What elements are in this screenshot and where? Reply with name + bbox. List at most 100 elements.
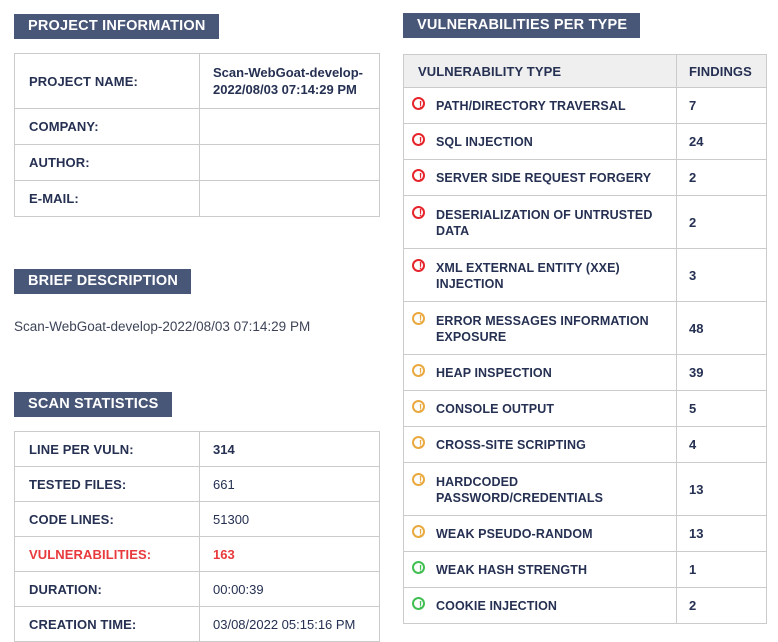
- vulnerability-type-cell: COOKIE INJECTION: [403, 587, 677, 624]
- vulnerability-type-cell: HARDCODED PASSWORD/CREDENTIALS: [403, 462, 677, 516]
- vulnerability-type-content: COOKIE INJECTION: [412, 597, 660, 614]
- vulnerability-type-content: CROSS-SITE SCRIPTING: [412, 436, 660, 453]
- left-column: PROJECT INFORMATION PROJECT NAME: Scan-We…: [14, 14, 380, 642]
- vulnerability-type-cell: WEAK HASH STRENGTH: [403, 551, 677, 588]
- table-row: PATH/DIRECTORY TRAVERSAL 7: [403, 87, 767, 124]
- vulnerability-type-label: XML EXTERNAL ENTITY (XXE) INJECTION: [436, 260, 620, 291]
- vulnerability-type-label: COOKIE INJECTION: [436, 599, 558, 613]
- section-title-brief-description: BRIEF DESCRIPTION: [14, 269, 192, 294]
- vulnerability-type-label: SERVER SIDE REQUEST FORGERY: [436, 171, 652, 185]
- vulnerability-type-cell: PATH/DIRECTORY TRAVERSAL: [403, 87, 677, 124]
- table-row: CONSOLE OUTPUT 5: [403, 390, 767, 427]
- vulnerability-type-label: WEAK HASH STRENGTH: [436, 563, 588, 577]
- row-value: 661: [199, 466, 380, 502]
- table-row: DESERIALIZATION OF UNTRUSTED DATA 2: [403, 195, 767, 249]
- vulnerability-type-content: XML EXTERNAL ENTITY (XXE) INJECTION: [412, 258, 660, 292]
- table-row: WEAK HASH STRENGTH 1: [403, 551, 767, 588]
- vulnerability-type-content: DESERIALIZATION OF UNTRUSTED DATA: [412, 205, 660, 239]
- row-label: CODE LINES:: [14, 501, 200, 537]
- findings-count: 24: [676, 123, 767, 160]
- table-row: DURATION: 00:00:39: [14, 571, 380, 607]
- exclamation-circle-icon: [412, 311, 427, 327]
- row-label: TESTED FILES:: [14, 466, 200, 502]
- table-row: CREATION TIME: 03/08/2022 05:15:16 PM: [14, 606, 380, 642]
- vulnerability-type-label: PATH/DIRECTORY TRAVERSAL: [436, 99, 626, 113]
- vulnerability-type-label: HARDCODED PASSWORD/CREDENTIALS: [436, 474, 604, 505]
- vulnerability-type-content: HARDCODED PASSWORD/CREDENTIALS: [412, 472, 660, 506]
- exclamation-circle-icon: [412, 133, 427, 148]
- vulnerability-type-content: SQL INJECTION: [412, 133, 660, 150]
- vulnerabilities-table: VULNERABILITY TYPE FINDINGS PATH/DIRECTO…: [403, 54, 767, 624]
- table-row: TESTED FILES: 661: [14, 466, 380, 502]
- findings-count: 39: [676, 354, 767, 391]
- row-label: PROJECT NAME:: [14, 53, 200, 109]
- row-value: [199, 108, 380, 145]
- vulnerability-type-cell: SERVER SIDE REQUEST FORGERY: [403, 159, 677, 196]
- project-info-table: PROJECT NAME: Scan-WebGoat-develop-2022/0…: [14, 53, 380, 217]
- table-row: LINE PER VULN: 314: [14, 431, 380, 467]
- vulnerability-type-label: HEAP INSPECTION: [436, 366, 552, 380]
- vulnerability-type-content: WEAK PSEUDO-RANDOM: [412, 525, 660, 542]
- table-row: SQL INJECTION 24: [403, 123, 767, 160]
- table-row: CROSS-SITE SCRIPTING 4: [403, 426, 767, 463]
- vulnerability-type-label: CROSS-SITE SCRIPTING: [436, 438, 586, 452]
- vulnerability-type-cell: CONSOLE OUTPUT: [403, 390, 677, 427]
- vulnerability-type-content: CONSOLE OUTPUT: [412, 400, 660, 417]
- row-value: [199, 144, 380, 181]
- row-value: 00:00:39: [199, 571, 380, 607]
- vulnerabilities-table-header-row: VULNERABILITY TYPE FINDINGS: [403, 54, 767, 88]
- row-label: E-MAIL:: [14, 180, 200, 217]
- vulnerabilities-table-body: PATH/DIRECTORY TRAVERSAL7SQL INJECTION24…: [403, 87, 767, 624]
- exclamation-circle-icon: [412, 400, 427, 415]
- table-row: COOKIE INJECTION 2: [403, 587, 767, 624]
- vulnerability-type-content: WEAK HASH STRENGTH: [412, 561, 660, 578]
- vulnerability-type-content: HEAP INSPECTION: [412, 364, 660, 381]
- table-row: ERROR MESSAGES INFORMATION EXPOSURE 48: [403, 301, 767, 355]
- table-row: E-MAIL:: [14, 180, 380, 217]
- findings-count: 2: [676, 587, 767, 624]
- row-label: AUTHOR:: [14, 144, 200, 181]
- section-title-scan-statistics: SCAN STATISTICS: [14, 392, 172, 417]
- vulnerability-type-cell: CROSS-SITE SCRIPTING: [403, 426, 677, 463]
- findings-count: 2: [676, 195, 767, 249]
- column-header-vulnerability-type: VULNERABILITY TYPE: [403, 54, 677, 88]
- vulnerability-type-content: PATH/DIRECTORY TRAVERSAL: [412, 97, 660, 114]
- findings-count: 48: [676, 301, 767, 355]
- findings-count: 3: [676, 248, 767, 302]
- row-label: VULNERABILITIES:: [14, 536, 200, 572]
- table-row: WEAK PSEUDO-RANDOM 13: [403, 515, 767, 552]
- row-label: COMPANY:: [14, 108, 200, 145]
- table-row: HEAP INSPECTION 39: [403, 354, 767, 391]
- vulnerability-type-content: SERVER SIDE REQUEST FORGERY: [412, 169, 660, 186]
- vulnerability-type-label: SQL INJECTION: [436, 135, 533, 149]
- section-title-project-information: PROJECT INFORMATION: [14, 14, 219, 39]
- vulnerability-type-label: CONSOLE OUTPUT: [436, 402, 555, 416]
- table-row: XML EXTERNAL ENTITY (XXE) INJECTION 3: [403, 248, 767, 302]
- exclamation-circle-icon: [412, 525, 427, 540]
- exclamation-circle-icon: [412, 205, 427, 221]
- exclamation-circle-icon: [412, 561, 427, 576]
- vulnerability-type-cell: WEAK PSEUDO-RANDOM: [403, 515, 677, 552]
- exclamation-circle-icon: [412, 597, 427, 612]
- row-value: 51300: [199, 501, 380, 537]
- vulnerability-type-cell: DESERIALIZATION OF UNTRUSTED DATA: [403, 195, 677, 249]
- scan-statistics-table: LINE PER VULN: 314 TESTED FILES: 661 CODE LI…: [14, 431, 380, 642]
- row-value: 314: [199, 431, 380, 467]
- vulnerability-type-cell: ERROR MESSAGES INFORMATION EXPOSURE: [403, 301, 677, 355]
- exclamation-circle-icon: [412, 258, 427, 274]
- exclamation-circle-icon: [412, 364, 427, 379]
- findings-count: 13: [676, 515, 767, 552]
- table-row: AUTHOR:: [14, 144, 380, 181]
- row-label: LINE PER VULN:: [14, 431, 200, 467]
- right-column: VULNERABILITIES PER TYPE VULNERABILITY T…: [403, 13, 767, 624]
- table-row: PROJECT NAME: Scan-WebGoat-develop-2022/0…: [14, 53, 380, 109]
- row-value: Scan-WebGoat-develop-2022/08/03 07:14:29…: [199, 53, 380, 109]
- exclamation-circle-icon: [412, 472, 427, 488]
- exclamation-circle-icon: [412, 97, 427, 112]
- row-value: 163: [199, 536, 380, 572]
- vulnerability-type-label: ERROR MESSAGES INFORMATION EXPOSURE: [436, 313, 649, 344]
- vulnerability-type-label: DESERIALIZATION OF UNTRUSTED DATA: [436, 207, 653, 238]
- row-label: DURATION:: [14, 571, 200, 607]
- exclamation-circle-icon: [412, 169, 427, 184]
- row-label: CREATION TIME:: [14, 606, 200, 642]
